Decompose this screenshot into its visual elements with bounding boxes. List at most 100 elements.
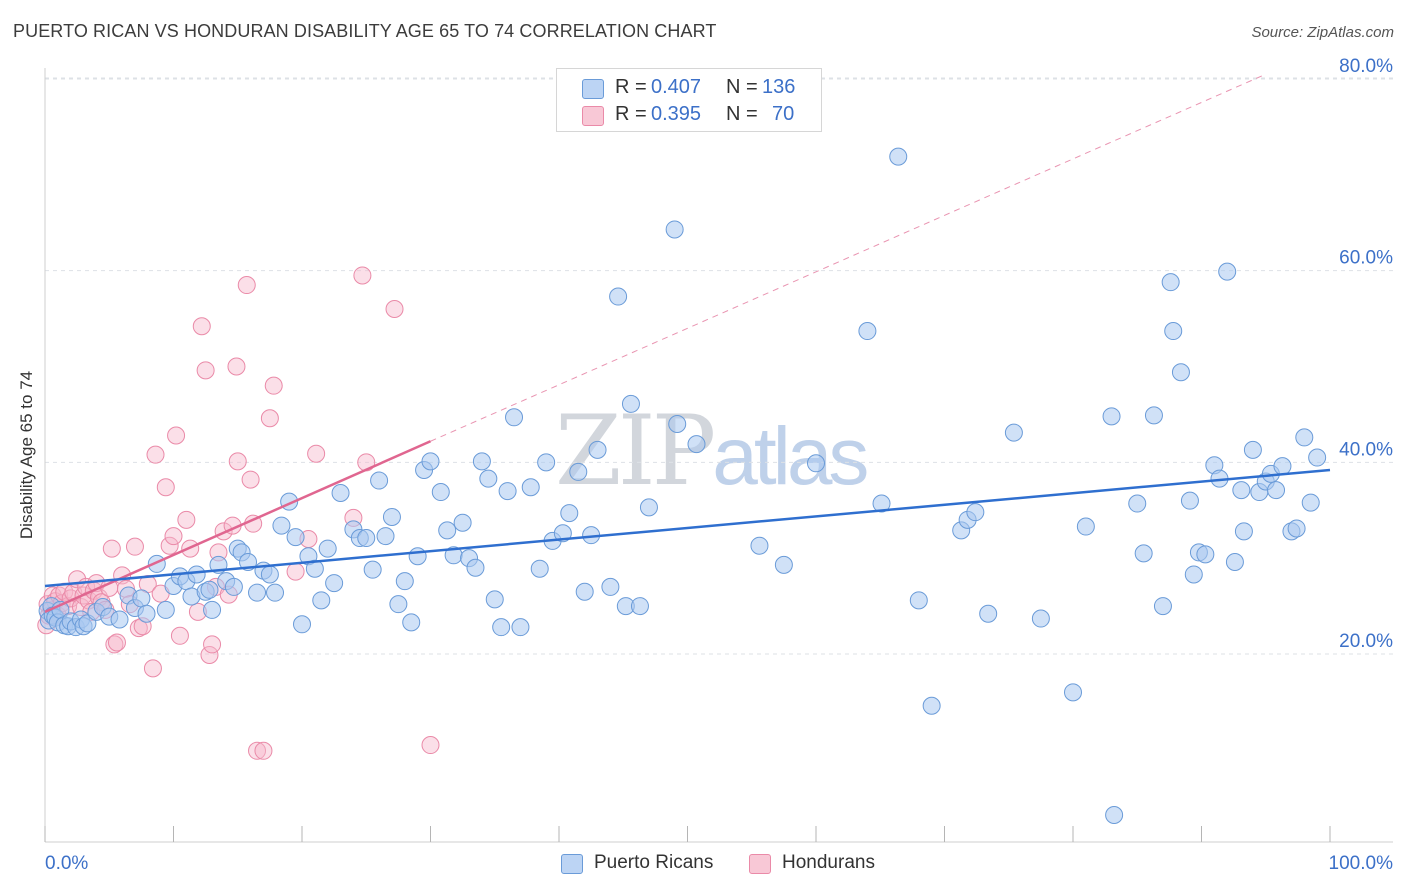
point-hondurans	[227, 357, 246, 376]
point-hondurans	[200, 645, 219, 664]
point-puerto-ricans	[200, 580, 219, 599]
point-puerto-ricans	[408, 547, 427, 566]
point-puerto-ricans	[492, 618, 511, 637]
point-puerto-ricans	[750, 536, 769, 555]
point-puerto-ricans	[1105, 806, 1124, 824]
point-puerto-ricans	[1134, 544, 1153, 563]
trend-line-puerto-ricans	[44, 468, 1331, 588]
watermark-atlas: atlas	[712, 411, 869, 502]
point-puerto-ricans	[286, 528, 305, 547]
point-puerto-ricans	[511, 618, 530, 637]
point-puerto-ricans	[1180, 491, 1199, 510]
point-puerto-ricans	[363, 560, 382, 579]
point-puerto-ricans	[376, 527, 395, 546]
point-hondurans	[421, 736, 440, 755]
point-hondurans	[102, 539, 121, 558]
point-puerto-ricans	[453, 513, 472, 532]
point-puerto-ricans	[132, 589, 151, 608]
point-puerto-ricans	[110, 610, 129, 629]
stats-n-value: 70	[772, 103, 795, 125]
point-puerto-ricans	[1171, 363, 1190, 382]
point-puerto-ricans	[1102, 407, 1121, 426]
chart-title: PUERTO RICAN VS HONDURAN DISABILITY AGE …	[13, 21, 717, 41]
stats-box: R = 0.407 N = 136 R = 0.395 N = 70	[556, 68, 822, 132]
point-puerto-ricans	[305, 559, 324, 578]
point-hondurans	[164, 527, 183, 546]
point-puerto-ricans	[687, 435, 706, 454]
point-hondurans	[107, 633, 126, 652]
point-puerto-ricans	[569, 462, 588, 481]
point-puerto-ricans	[325, 574, 344, 593]
point-puerto-ricans	[312, 591, 331, 610]
point-puerto-ricans	[1232, 481, 1251, 500]
point-puerto-ricans	[1308, 448, 1327, 467]
point-puerto-ricans	[1144, 406, 1163, 425]
watermark-zip: ZIP	[555, 395, 716, 507]
point-puerto-ricans	[1218, 262, 1237, 281]
point-hondurans	[156, 478, 175, 497]
point-puerto-ricans	[668, 415, 687, 433]
point-puerto-ricans	[266, 583, 285, 602]
point-puerto-ricans	[260, 565, 279, 584]
point-puerto-ricans	[609, 287, 628, 306]
point-hondurans	[105, 635, 124, 654]
stats-r-value: 0.395	[651, 103, 702, 125]
point-puerto-ricans	[979, 604, 998, 623]
y-tick-label: 20.0%	[1339, 631, 1393, 652]
point-puerto-ricans	[553, 524, 572, 543]
point-puerto-ricans	[639, 498, 658, 517]
point-puerto-ricans	[331, 484, 350, 502]
point-puerto-ricans	[479, 469, 498, 488]
stats-n-label: N =	[726, 76, 758, 98]
trend-line-hondurans	[44, 440, 432, 613]
point-hondurans	[260, 409, 279, 428]
point-puerto-ricans	[389, 595, 408, 614]
point-hondurans	[254, 741, 273, 760]
point-hondurans	[143, 659, 162, 678]
stats-r-value: 0.407	[651, 76, 702, 98]
stats-n-label: N =	[726, 103, 758, 125]
point-puerto-ricans	[665, 220, 684, 239]
point-puerto-ricans	[293, 615, 311, 634]
point-hondurans	[237, 276, 256, 295]
point-hondurans	[177, 510, 196, 529]
y-tick-label: 40.0%	[1339, 439, 1393, 460]
stats-swatch-blue	[582, 79, 604, 99]
point-puerto-ricans	[530, 559, 549, 578]
point-puerto-ricans	[370, 471, 389, 490]
point-puerto-ricans	[187, 565, 206, 584]
point-hondurans	[385, 300, 404, 318]
point-hondurans	[264, 376, 283, 395]
point-puerto-ricans	[438, 521, 457, 540]
point-puerto-ricans	[966, 503, 985, 522]
point-puerto-ricans	[357, 529, 376, 548]
stats-n-value: 136	[762, 76, 796, 98]
point-puerto-ricans	[601, 577, 620, 596]
point-puerto-ricans	[858, 322, 877, 341]
point-puerto-ricans	[560, 504, 579, 523]
point-puerto-ricans	[472, 452, 491, 471]
point-puerto-ricans	[395, 572, 414, 591]
point-hondurans	[286, 562, 305, 581]
point-puerto-ricans	[774, 555, 793, 574]
legend-label: Puerto Ricans	[594, 852, 714, 873]
legend-label: Hondurans	[782, 852, 875, 873]
point-puerto-ricans	[1301, 493, 1320, 512]
point-hondurans	[170, 626, 189, 645]
point-hondurans	[248, 741, 267, 760]
point-puerto-ricans	[630, 597, 649, 616]
point-puerto-ricans	[1064, 683, 1082, 702]
point-puerto-ricans	[537, 453, 556, 472]
point-puerto-ricans	[224, 577, 243, 596]
stats-row-hondurans: R = 0.395 N = 70	[557, 100, 821, 128]
stats-r-label: R =	[615, 103, 647, 125]
point-puerto-ricans	[588, 440, 607, 459]
point-puerto-ricans	[382, 507, 401, 526]
point-puerto-ricans	[248, 583, 267, 602]
point-puerto-ricans	[1196, 545, 1215, 564]
point-puerto-ricans	[402, 613, 421, 632]
point-puerto-ricans	[485, 590, 504, 609]
point-puerto-ricans	[1225, 553, 1244, 571]
point-hondurans	[228, 452, 247, 471]
watermark: ZIPatlas	[555, 395, 869, 507]
